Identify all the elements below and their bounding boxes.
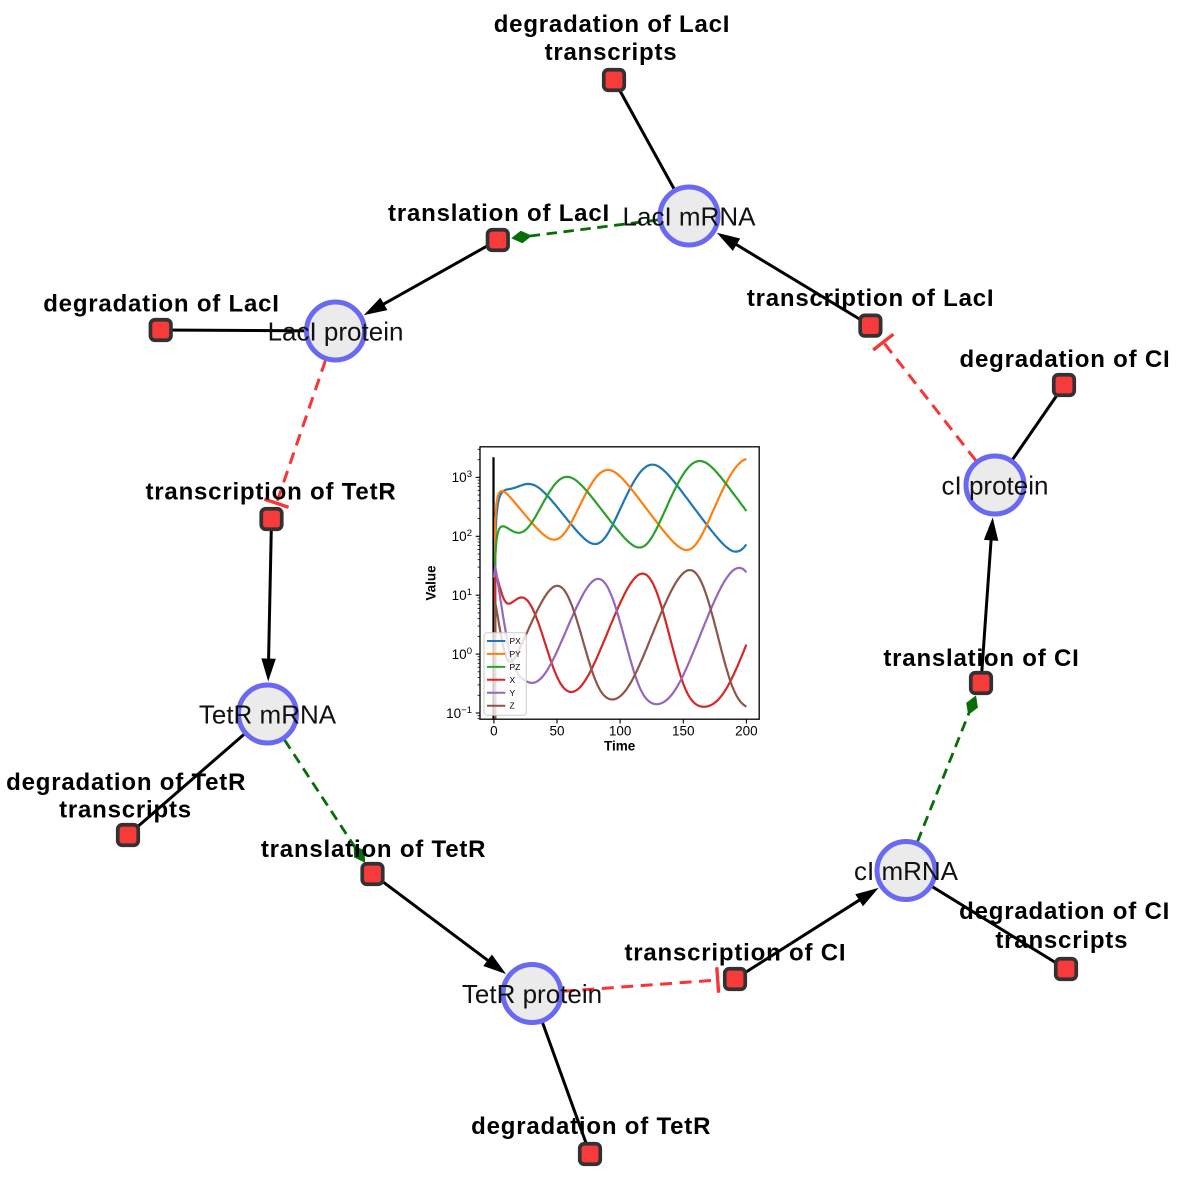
svg-text:translation of LacI: translation of LacI [388, 200, 610, 227]
svg-text:translation of CI: translation of CI [883, 645, 1079, 672]
svg-text:Z: Z [510, 701, 515, 711]
svg-text:cI mRNA: cI mRNA [854, 856, 959, 886]
svg-text:150: 150 [672, 724, 695, 739]
svg-text:PX: PX [510, 636, 522, 646]
svg-text:degradation of LacI: degradation of LacI [494, 11, 731, 38]
svg-text:Value: Value [424, 565, 439, 601]
svg-text:Time: Time [604, 739, 636, 754]
svg-text:0: 0 [490, 724, 498, 739]
svg-text:cI protein: cI protein [942, 470, 1049, 500]
svg-text:transcription of LacI: transcription of LacI [747, 285, 995, 312]
svg-text:100: 100 [609, 724, 632, 739]
svg-text:Y: Y [510, 688, 516, 698]
svg-text:transcripts: transcripts [545, 39, 678, 66]
svg-text:TetR protein: TetR protein [462, 979, 602, 1009]
svg-text:degradation of LacI: degradation of LacI [43, 291, 280, 318]
svg-text:PY: PY [510, 649, 522, 659]
svg-text:LacI mRNA: LacI mRNA [623, 201, 757, 231]
svg-text:transcripts: transcripts [59, 796, 192, 823]
svg-text:50: 50 [549, 724, 564, 739]
svg-text:degradation of TetR: degradation of TetR [471, 1113, 711, 1140]
svg-text:transcripts: transcripts [995, 927, 1128, 954]
svg-text:LacI protein: LacI protein [268, 316, 404, 346]
svg-text:TetR mRNA: TetR mRNA [199, 699, 337, 729]
svg-text:PZ: PZ [510, 662, 521, 672]
svg-text:transcription of CI: transcription of CI [624, 940, 846, 967]
svg-text:degradation of TetR: degradation of TetR [6, 769, 246, 796]
svg-text:X: X [510, 675, 516, 685]
svg-text:degradation of CI: degradation of CI [960, 346, 1171, 373]
svg-text:translation of TetR: translation of TetR [261, 836, 486, 863]
svg-text:transcription of TetR: transcription of TetR [145, 479, 396, 506]
svg-text:degradation of CI: degradation of CI [959, 898, 1170, 925]
svg-text:200: 200 [735, 724, 758, 739]
